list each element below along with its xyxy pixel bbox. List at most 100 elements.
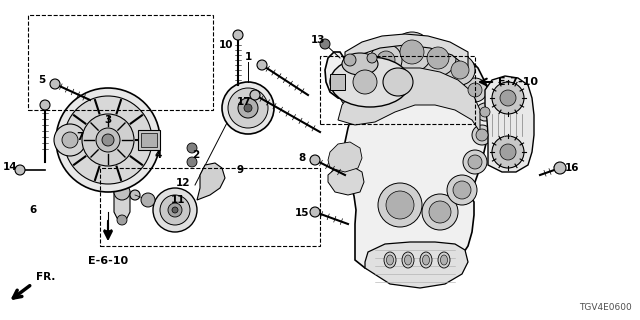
Circle shape <box>40 100 50 110</box>
Circle shape <box>463 78 487 102</box>
Circle shape <box>233 30 243 40</box>
Bar <box>330 74 345 90</box>
Circle shape <box>187 157 197 167</box>
Polygon shape <box>325 50 490 276</box>
Text: E-7-10: E-7-10 <box>498 77 538 87</box>
Circle shape <box>400 40 424 64</box>
Circle shape <box>445 55 475 85</box>
Text: 7: 7 <box>76 132 84 142</box>
Polygon shape <box>345 34 468 68</box>
Text: 4: 4 <box>154 150 162 160</box>
Circle shape <box>386 191 414 219</box>
Circle shape <box>50 79 60 89</box>
Circle shape <box>420 40 456 76</box>
Ellipse shape <box>330 57 410 107</box>
Text: 12: 12 <box>176 178 190 188</box>
Ellipse shape <box>342 53 378 75</box>
Circle shape <box>344 54 356 66</box>
Circle shape <box>422 194 458 230</box>
Circle shape <box>378 183 422 227</box>
Circle shape <box>250 90 260 100</box>
Circle shape <box>427 47 449 69</box>
Circle shape <box>472 125 492 145</box>
Circle shape <box>153 188 197 232</box>
Bar <box>28 15 213 110</box>
Circle shape <box>476 129 488 141</box>
Circle shape <box>244 104 252 112</box>
Text: 10: 10 <box>219 40 233 50</box>
Circle shape <box>238 98 258 118</box>
Circle shape <box>160 195 190 225</box>
Circle shape <box>82 114 134 166</box>
Text: 2: 2 <box>193 150 200 160</box>
Text: 16: 16 <box>564 163 579 173</box>
Circle shape <box>62 132 78 148</box>
Ellipse shape <box>422 255 429 265</box>
Polygon shape <box>485 76 534 172</box>
Polygon shape <box>197 163 225 200</box>
Ellipse shape <box>387 255 394 265</box>
Text: 3: 3 <box>104 115 111 125</box>
Circle shape <box>468 155 482 169</box>
Circle shape <box>492 82 524 114</box>
Ellipse shape <box>383 68 413 96</box>
Circle shape <box>447 175 477 205</box>
Circle shape <box>320 39 330 49</box>
Ellipse shape <box>438 252 450 268</box>
Text: 11: 11 <box>171 195 185 205</box>
Circle shape <box>392 32 432 72</box>
Text: E-6-10: E-6-10 <box>88 256 128 266</box>
Bar <box>138 130 160 150</box>
Circle shape <box>492 136 524 168</box>
Circle shape <box>451 61 469 79</box>
Ellipse shape <box>404 255 412 265</box>
Circle shape <box>360 70 376 86</box>
Ellipse shape <box>440 255 447 265</box>
Text: 5: 5 <box>38 75 45 85</box>
Circle shape <box>56 88 160 192</box>
Circle shape <box>114 184 130 200</box>
Circle shape <box>96 128 120 152</box>
Circle shape <box>141 193 155 207</box>
Text: 13: 13 <box>311 35 325 45</box>
Text: 1: 1 <box>244 52 252 62</box>
Ellipse shape <box>402 252 414 268</box>
Polygon shape <box>338 68 480 132</box>
Circle shape <box>453 181 471 199</box>
Bar <box>320 56 475 124</box>
Text: 15: 15 <box>295 208 309 218</box>
Circle shape <box>354 64 382 92</box>
Circle shape <box>480 107 490 117</box>
Bar <box>141 133 157 147</box>
Polygon shape <box>328 142 362 172</box>
Circle shape <box>500 90 516 106</box>
Ellipse shape <box>420 252 432 268</box>
Polygon shape <box>365 242 468 288</box>
Circle shape <box>102 134 114 146</box>
Circle shape <box>377 51 395 69</box>
Circle shape <box>257 60 267 70</box>
Circle shape <box>367 53 377 63</box>
Text: 8: 8 <box>298 153 306 163</box>
Circle shape <box>64 96 152 184</box>
Circle shape <box>310 155 320 165</box>
Text: TGV4E0600: TGV4E0600 <box>579 303 632 312</box>
Circle shape <box>130 190 140 200</box>
Circle shape <box>429 201 451 223</box>
Text: 17: 17 <box>237 97 252 107</box>
Text: 9: 9 <box>236 165 244 175</box>
Circle shape <box>345 88 359 102</box>
Text: 14: 14 <box>3 162 17 172</box>
Circle shape <box>54 124 86 156</box>
Circle shape <box>476 103 494 121</box>
Circle shape <box>463 150 487 174</box>
Circle shape <box>228 88 268 128</box>
Circle shape <box>353 70 377 94</box>
Polygon shape <box>328 165 364 195</box>
Bar <box>100 168 320 246</box>
Circle shape <box>468 83 482 97</box>
Polygon shape <box>114 188 130 224</box>
Ellipse shape <box>384 252 396 268</box>
Circle shape <box>172 207 178 213</box>
Circle shape <box>222 82 274 134</box>
